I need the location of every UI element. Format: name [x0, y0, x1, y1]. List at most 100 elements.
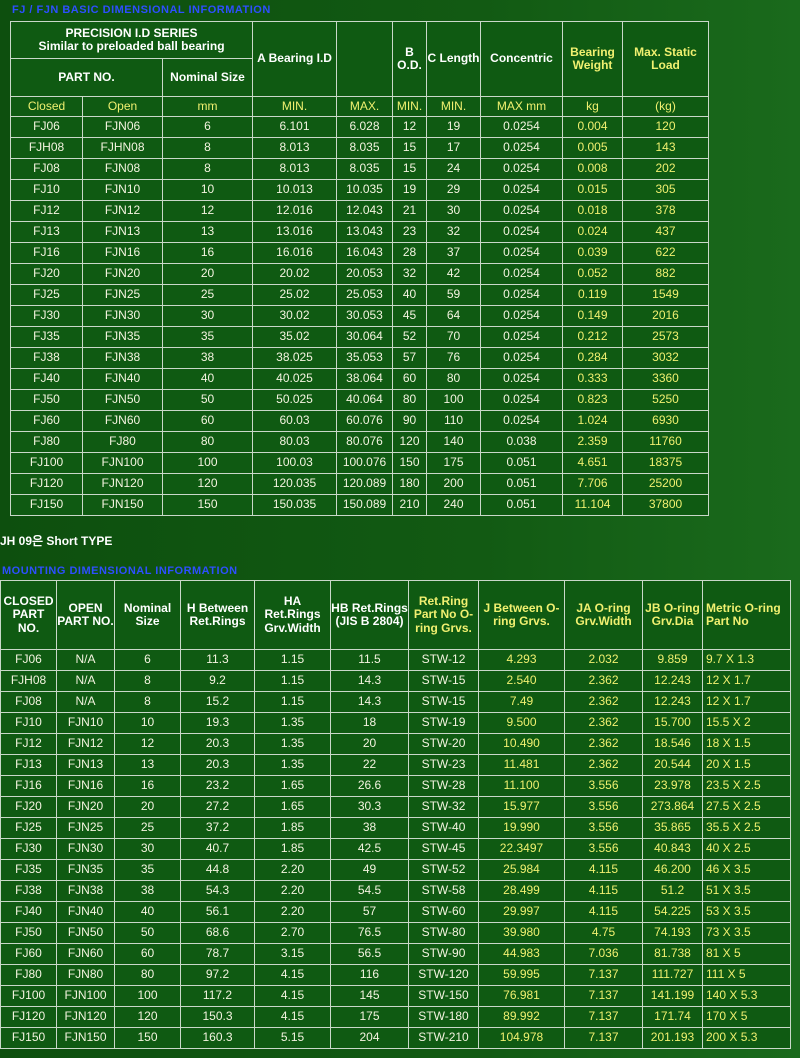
column-header: Metric O-ring Part No: [702, 580, 791, 650]
table-cell: 0.0254: [480, 263, 564, 285]
table-cell: 12.243: [642, 670, 703, 692]
table-cell: 97.2: [180, 964, 255, 986]
table-row: FJH08 FJHN08 8 8.013 8.035 15 17 0.0254 0.005 143: [10, 137, 710, 159]
table-cell: FJ60: [0, 943, 57, 965]
table-cell: 7.137: [564, 964, 643, 986]
table-row: FJ06 FJN06 6 6.101 6.028 12 19 0.0254 0.004 120: [10, 116, 710, 138]
table-cell: FJ13: [0, 754, 57, 776]
table-cell: 1.15: [254, 670, 331, 692]
table-cell: FJN08: [82, 158, 163, 180]
table-cell: FJ08: [10, 158, 83, 180]
table-cell: FJ30: [0, 838, 57, 860]
table-cell: 40.064: [336, 389, 394, 411]
table-cell: 18375: [622, 452, 710, 474]
table-cell: 23.978: [642, 775, 703, 797]
table-cell: 0.051: [480, 473, 564, 495]
table-cell: 13.016: [252, 221, 338, 243]
table-row: FJ40 FJN40 40 56.1 2.20 57 STW-60 29.997 4.115 54…: [0, 901, 791, 923]
table-row: FJ150 FJN150 150 150.035 150.089 210 240 0.051 1…: [10, 494, 710, 516]
column-header: J Between O-ring Grvs.: [478, 580, 565, 650]
table-cell: 11.481: [478, 754, 565, 776]
table-cell: FJH08: [0, 670, 57, 692]
table-cell: 25200: [622, 473, 710, 495]
table-cell: FJN35: [82, 326, 163, 348]
table-row: FJ38 FJN38 38 54.3 2.20 54.5 STW-58 28.499 4.115…: [0, 880, 791, 902]
table-cell: 0.015: [562, 179, 624, 201]
table-cell: FJN150: [56, 1027, 115, 1049]
table-cell: 4.651: [562, 452, 624, 474]
table-cell: STW-180: [408, 1006, 479, 1028]
table-cell: FJN30: [82, 305, 163, 327]
table-cell: 200: [426, 473, 482, 495]
table-cell: 32: [426, 221, 482, 243]
table-cell: 240: [426, 494, 482, 516]
table-cell: 6.101: [252, 116, 338, 138]
table-cell: 2.032: [564, 649, 643, 671]
table-cell: N/A: [56, 649, 115, 671]
table-cell: 7.137: [564, 1006, 643, 1028]
table-cell: 1.65: [254, 775, 331, 797]
table-cell: 2.359: [562, 431, 624, 453]
table-cell: 20 X 1.5: [702, 754, 791, 776]
table-cell: 9.500: [478, 712, 565, 734]
table-cell: 120: [161, 473, 254, 495]
table-cell: 10: [114, 712, 181, 734]
table-row: FJ60 FJN60 60 78.7 3.15 56.5 STW-90 44.983 7.036…: [0, 943, 791, 965]
table-row: FJ35 FJN35 35 44.8 2.20 49 STW-52 25.984 4.115 46…: [0, 859, 791, 881]
top-section-heading: FJ / FJN BASIC DIMENSIONAL INFORMATION: [12, 4, 271, 16]
table-cell: 80: [114, 964, 181, 986]
table2-body: FJ06 N/A 6 11.3 1.15 11.5 STW-12 4.293 2.032 9.85…: [0, 649, 791, 1049]
table-cell: 46.200: [642, 859, 703, 881]
table-cell: 0.212: [562, 326, 624, 348]
table-cell: 8.013: [252, 158, 338, 180]
table-cell: 42.5: [330, 838, 409, 860]
table-cell: 60.03: [252, 410, 338, 432]
table-cell: 80.076: [336, 431, 394, 453]
table-cell: 35.053: [336, 347, 394, 369]
table-cell: STW-32: [408, 796, 479, 818]
table-row: FJ20 FJN20 20 20.02 20.053 32 42 0.0254 0.052 882: [10, 263, 710, 285]
table-cell: 13: [114, 754, 181, 776]
table-cell: FJH08: [10, 137, 83, 159]
table-cell: 27.2: [180, 796, 255, 818]
table-cell: 37: [426, 242, 482, 264]
table-cell: 50.025: [252, 389, 338, 411]
table-cell: 111 X 5: [702, 964, 791, 986]
table-cell: 0.0254: [480, 368, 564, 390]
table-cell: 2.362: [564, 712, 643, 734]
table-cell: STW-19: [408, 712, 479, 734]
table-cell: 57: [392, 347, 428, 369]
col-header-b: B O.D.: [392, 21, 428, 97]
table-row: FJ25 FJN25 25 37.2 1.85 38 STW-40 19.990 3.556 35…: [0, 817, 791, 839]
table-cell: 11.104: [562, 494, 624, 516]
table-cell: STW-40: [408, 817, 479, 839]
table-cell: 89.992: [478, 1006, 565, 1028]
table-cell: 104.978: [478, 1027, 565, 1049]
table-cell: FJ12: [10, 200, 83, 222]
table-cell: 0.0254: [480, 326, 564, 348]
table-cell: 0.284: [562, 347, 624, 369]
table-cell: 37800: [622, 494, 710, 516]
table-cell: 120: [392, 431, 428, 453]
table-cell: FJ35: [0, 859, 57, 881]
table-cell: 110: [426, 410, 482, 432]
table-cell: FJN20: [56, 796, 115, 818]
table-cell: 40 X 2.5: [702, 838, 791, 860]
table-cell: FJ30: [10, 305, 83, 327]
table-cell: 210: [392, 494, 428, 516]
table-cell: 150.089: [336, 494, 394, 516]
table-cell: 17: [426, 137, 482, 159]
table-cell: 27.5 X 2.5: [702, 796, 791, 818]
table-cell: 0.039: [562, 242, 624, 264]
table-cell: 8: [114, 670, 181, 692]
table-cell: FJ60: [10, 410, 83, 432]
table-cell: 11.3: [180, 649, 255, 671]
table-cell: 40.843: [642, 838, 703, 860]
table-cell: FJHN08: [82, 137, 163, 159]
table-cell: 15.5 X 2: [702, 712, 791, 734]
table-cell: STW-45: [408, 838, 479, 860]
table-cell: 0.0254: [480, 389, 564, 411]
table-row: FJ25 FJN25 25 25.02 25.053 40 59 0.0254 0.119 154…: [10, 284, 710, 306]
table-cell: 76: [426, 347, 482, 369]
table-cell: 0.0254: [480, 284, 564, 306]
